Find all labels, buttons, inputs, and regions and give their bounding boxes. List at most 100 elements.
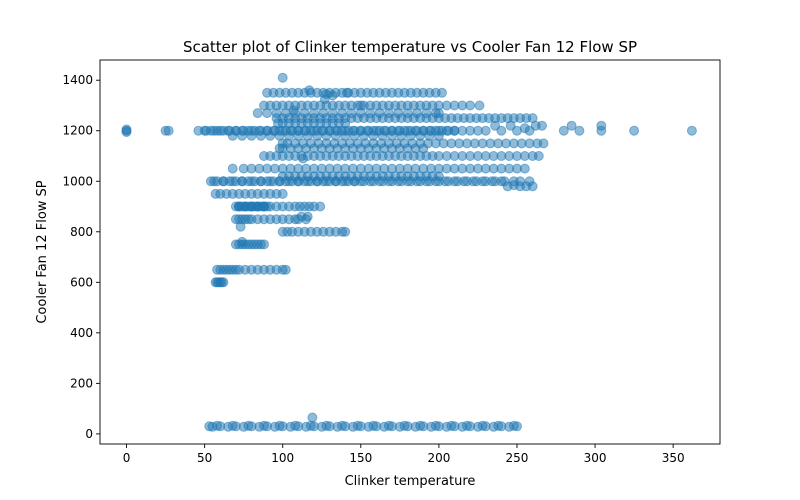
scatter-point: [321, 420, 332, 431]
scatter-point: [337, 420, 348, 431]
scatter-point: [383, 108, 394, 119]
x-tick-label: 150: [349, 451, 372, 465]
scatter-point: [274, 420, 285, 431]
scatter-point: [227, 163, 238, 174]
scatter-point: [341, 87, 352, 98]
y-tick-label: 1200: [62, 124, 93, 138]
scatter-point: [468, 176, 479, 187]
scatter-point: [629, 125, 640, 136]
y-tick-label: 1000: [62, 174, 93, 188]
scatter-point: [218, 277, 229, 288]
scatter-point: [288, 105, 299, 116]
scatter-point: [262, 108, 273, 119]
scatter-point: [368, 420, 379, 431]
scatter-point: [304, 85, 315, 96]
x-tick-label: 250: [506, 451, 529, 465]
scatter-point: [277, 72, 288, 83]
scatter-point: [259, 420, 269, 431]
scatter-point: [383, 420, 394, 431]
scatter-point: [465, 100, 476, 111]
y-axis: 0 200 400 600 800 1000 1200 1400: [62, 73, 100, 441]
scatter-point: [243, 420, 254, 431]
x-tick-label: 100: [271, 451, 294, 465]
scatter-point: [301, 214, 312, 225]
scatter-point: [477, 176, 488, 187]
scatter-point: [352, 420, 363, 431]
y-tick-label: 400: [70, 326, 93, 340]
scatter-point: [433, 171, 444, 182]
scatter-point: [212, 420, 223, 431]
scatter-point: [340, 226, 351, 237]
scatter-point: [365, 108, 376, 119]
scatter-point: [558, 125, 569, 136]
scatter-point: [252, 108, 263, 119]
scatter-point: [399, 420, 410, 431]
y-tick-label: 600: [70, 275, 93, 289]
scatter-point: [402, 108, 413, 119]
scatter-point: [121, 124, 132, 135]
scatter-points: [121, 72, 697, 432]
x-axis: 0 50 100 150 200 250 300 350: [123, 444, 685, 465]
x-tick-label: 0: [123, 451, 131, 465]
scatter-point: [327, 90, 338, 101]
scatter-point: [449, 176, 460, 187]
scatter-point: [527, 113, 538, 124]
scatter-point: [508, 420, 519, 431]
scatter-point: [446, 420, 457, 431]
scatter-point: [277, 188, 288, 199]
scatter-point: [355, 100, 366, 111]
scatter-point: [474, 100, 485, 111]
scatter-point: [477, 420, 488, 431]
scatter-point: [433, 108, 444, 119]
x-tick-label: 200: [427, 451, 450, 465]
scatter-point: [418, 143, 429, 154]
scatter-point: [449, 125, 460, 136]
scatter-point: [259, 239, 269, 250]
y-axis-title: Cooler Fan 12 Flow SP: [35, 180, 50, 323]
scatter-point: [412, 108, 422, 119]
scatter-point: [305, 420, 316, 431]
scatter-point: [299, 108, 310, 119]
scatter-point: [259, 201, 269, 212]
x-axis-title: Clinker temperature: [345, 474, 476, 489]
scatter-point: [227, 420, 238, 431]
scatter-point: [280, 264, 291, 275]
scatter-point: [374, 108, 385, 119]
y-tick-label: 800: [70, 225, 93, 239]
plot-area-frame: [99, 59, 721, 445]
scatter-point: [315, 201, 326, 212]
scatter-point: [538, 138, 549, 149]
x-tick-label: 50: [197, 451, 212, 465]
x-tick-label: 350: [662, 451, 685, 465]
x-tick-label: 300: [584, 451, 607, 465]
scatter-point: [421, 108, 432, 119]
scatter-point: [566, 120, 577, 131]
scatter-point: [596, 125, 607, 136]
scatter-point: [327, 108, 338, 119]
scatter-point: [309, 108, 319, 119]
scatter-point: [496, 125, 507, 136]
scatter-point: [318, 108, 329, 119]
scatter-point: [307, 412, 318, 423]
scatter-point: [235, 221, 246, 232]
scatter-point: [458, 176, 469, 187]
scatter-point: [415, 420, 426, 431]
scatter-point: [319, 94, 330, 105]
chart-title: Scatter plot of Clinker temperature vs C…: [183, 38, 637, 56]
scatter-point: [686, 125, 697, 136]
scatter-point: [462, 420, 472, 431]
scatter-point: [480, 125, 491, 136]
scatter-point: [493, 420, 504, 431]
scatter-point: [437, 87, 447, 98]
scatter-point: [237, 236, 248, 247]
scatter-point: [527, 181, 538, 192]
scatter-point: [574, 125, 585, 136]
scatter-point: [340, 118, 351, 129]
scatter-point: [163, 125, 174, 136]
y-tick-label: 1400: [62, 73, 93, 87]
y-tick-label: 0: [85, 427, 93, 441]
scatter-point: [430, 420, 441, 431]
